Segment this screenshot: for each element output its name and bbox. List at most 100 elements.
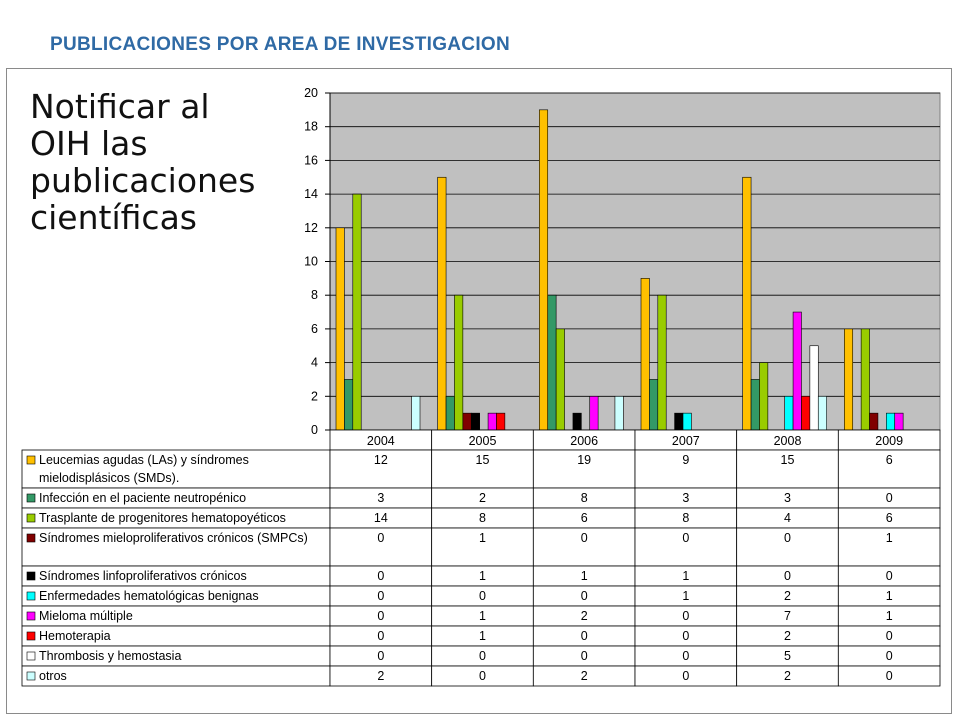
legend-label: Hemoterapia: [39, 629, 111, 643]
data-label: 12: [374, 453, 388, 467]
data-label: 0: [886, 569, 893, 583]
bar: [470, 412, 480, 431]
category-label: 2007: [672, 434, 700, 448]
y-tick-label: 14: [304, 187, 318, 201]
data-label: 4: [784, 511, 791, 525]
data-label: 1: [682, 589, 689, 603]
data-label: 0: [886, 669, 893, 683]
bar: [411, 395, 421, 431]
data-label: 8: [682, 511, 689, 525]
data-label: 0: [581, 649, 588, 663]
bar: [335, 227, 345, 431]
legend-cell: [21, 527, 331, 567]
data-label: 0: [682, 609, 689, 623]
legend-label: Síndromes mieloproliferativos crónicos (…: [39, 531, 308, 545]
data-label: 0: [682, 669, 689, 683]
bar: [844, 328, 854, 431]
data-label: 0: [886, 649, 893, 663]
bar: [784, 395, 794, 431]
legend-swatch: [26, 591, 36, 601]
bar: [750, 379, 760, 431]
data-label: 0: [377, 609, 384, 623]
data-label: 19: [577, 453, 591, 467]
category-label: 2005: [469, 434, 497, 448]
bar: [539, 109, 549, 431]
y-tick-label: 12: [304, 221, 318, 235]
data-label: 1: [886, 589, 893, 603]
legend-label: Trasplante de progenitores hematopoyétic…: [39, 511, 286, 525]
data-label: 1: [886, 531, 893, 545]
data-label: 0: [377, 649, 384, 663]
legend-label: Enfermedades hematológicas benignas: [39, 589, 259, 603]
bar: [869, 412, 879, 431]
side-note: Notificar al OIH las publicaciones cient…: [30, 87, 256, 237]
legend-swatch: [26, 671, 36, 681]
bar: [614, 395, 624, 431]
value-cell: [837, 665, 941, 687]
data-label: 0: [581, 589, 588, 603]
bar: [572, 412, 582, 431]
y-tick-label: 10: [304, 255, 318, 269]
y-tick-label: 6: [311, 322, 318, 336]
data-label: 0: [377, 569, 384, 583]
data-label: 8: [581, 491, 588, 505]
bar: [682, 412, 692, 431]
legend-swatch: [26, 455, 36, 465]
bar: [801, 395, 811, 431]
value-cell: [837, 527, 941, 567]
data-label: 3: [784, 491, 791, 505]
data-label: 15: [476, 453, 490, 467]
data-label: 0: [377, 629, 384, 643]
bar: [860, 328, 870, 431]
y-tick-label: 2: [311, 389, 318, 403]
data-label: 2: [377, 669, 384, 683]
bar: [742, 176, 752, 431]
data-label: 0: [886, 491, 893, 505]
legend-swatch: [26, 493, 36, 503]
data-label: 15: [781, 453, 795, 467]
value-cell: [634, 527, 738, 567]
legend-label: Leucemias agudas (LAs) y síndromes mielod…: [39, 453, 249, 485]
y-tick-label: 18: [304, 120, 318, 134]
data-label: 0: [479, 669, 486, 683]
data-label: 1: [479, 569, 486, 583]
bar: [437, 176, 447, 431]
y-tick-label: 0: [311, 423, 318, 437]
data-label: 7: [784, 609, 791, 623]
data-label: 3: [377, 491, 384, 505]
bar: [657, 294, 667, 431]
value-cell: [736, 449, 839, 489]
bar: [344, 379, 354, 431]
value-cell: [532, 449, 636, 489]
data-label: 0: [377, 531, 384, 545]
data-label: 0: [479, 649, 486, 663]
data-label: 2: [784, 589, 791, 603]
data-label: 0: [682, 629, 689, 643]
y-tick-label: 16: [304, 153, 318, 167]
data-label: 0: [682, 649, 689, 663]
bar: [487, 412, 497, 431]
data-label: 0: [682, 531, 689, 545]
data-label: 2: [581, 669, 588, 683]
legend-cell: [21, 665, 331, 687]
bar: [352, 193, 362, 431]
legend-cell: [21, 449, 331, 489]
bar: [454, 294, 464, 431]
legend-swatch: [26, 533, 36, 543]
legend-label: Infección en el paciente neutropénico: [39, 491, 246, 505]
y-tick-label: 8: [311, 288, 318, 302]
data-label: 2: [581, 609, 588, 623]
value-cell: [431, 527, 534, 567]
data-label: 0: [886, 629, 893, 643]
bar: [547, 294, 557, 431]
bar: [445, 395, 455, 431]
bar: [817, 395, 827, 431]
category-label: 2004: [367, 434, 395, 448]
value-cell: [532, 527, 636, 567]
data-label: 6: [886, 453, 893, 467]
bar: [809, 345, 819, 431]
legend-label: Mieloma múltiple: [39, 609, 133, 623]
content-frame: [6, 68, 952, 714]
value-cell: [837, 449, 941, 489]
